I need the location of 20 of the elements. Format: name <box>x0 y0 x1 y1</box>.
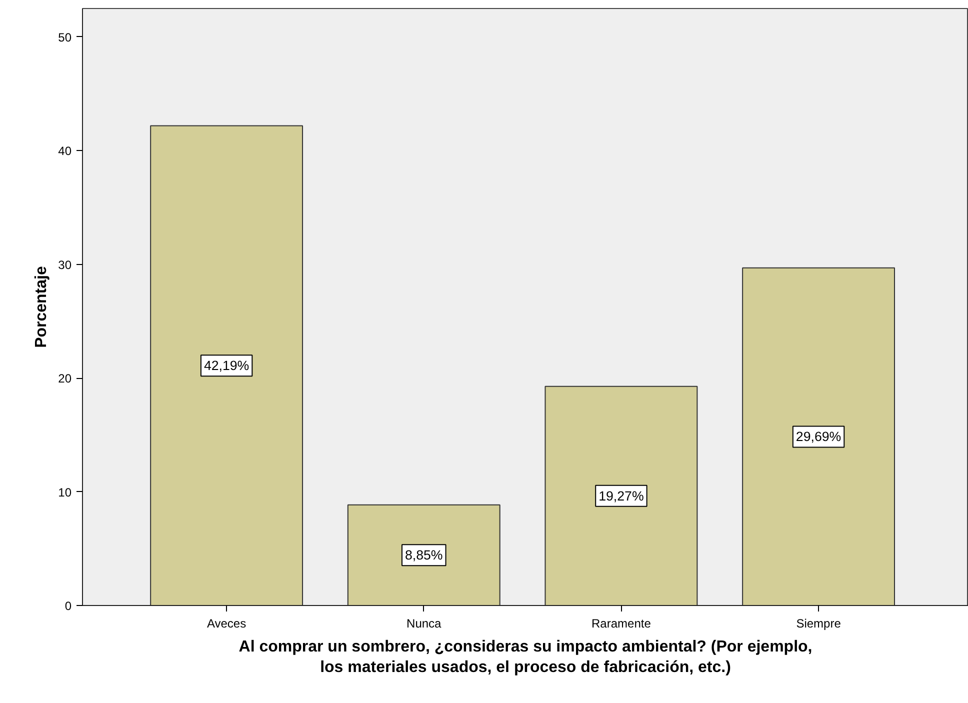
y-axis-title: Porcentaje <box>33 266 50 348</box>
x-tick-label: Nunca <box>406 616 442 630</box>
data-label: 42,19% <box>204 358 250 374</box>
data-label: 29,69% <box>796 429 842 444</box>
bar <box>150 125 304 606</box>
bar <box>347 504 500 606</box>
y-tick-label: 0 <box>64 599 72 613</box>
bar <box>742 267 895 606</box>
y-tick-label: 10 <box>58 485 72 500</box>
x-tick-label: Raramente <box>592 616 652 630</box>
x-tick-label: Aveces <box>206 616 246 630</box>
y-tick-label: 40 <box>58 144 72 158</box>
data-label: 19,27% <box>598 488 644 504</box>
y-tick-label: 20 <box>58 372 72 386</box>
y-tick-label: 30 <box>58 258 72 272</box>
data-label: 8,85% <box>404 548 443 563</box>
bar <box>544 386 698 606</box>
x-tick-label: Siempre <box>796 616 842 630</box>
y-tick-label: 50 <box>58 30 72 44</box>
x-axis-title: Al comprar un sombrero, ¿consideras su impacto ambiental? (Por ejemplo, los materiales usados, el proceso de fabricación, etc.) <box>238 638 812 676</box>
